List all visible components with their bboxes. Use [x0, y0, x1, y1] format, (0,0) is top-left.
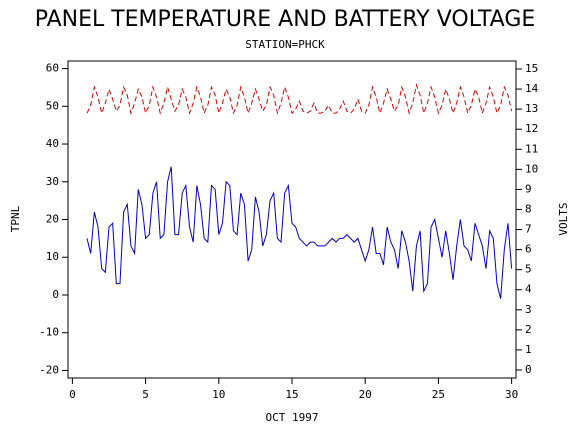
- series-line: [86, 166, 513, 299]
- y-tick-label: 30: [46, 175, 59, 188]
- y2-tick-label: 13: [525, 102, 538, 115]
- y2-tick-label: 10: [525, 162, 538, 175]
- x-tick-label: 0: [69, 388, 76, 401]
- y-tick-label: 50: [46, 99, 59, 112]
- y-tick-label: 10: [46, 250, 59, 263]
- y2-tick-label: 4: [525, 283, 532, 296]
- y2-axis-label: VOLTS: [557, 202, 570, 235]
- y2-tick-label: 9: [525, 182, 532, 195]
- chart-subtitle: STATION=PHCK: [245, 38, 325, 51]
- x-tick-label: 15: [285, 388, 298, 401]
- y-tick-label: 0: [52, 288, 59, 301]
- y2-tick-label: 14: [525, 82, 539, 95]
- x-tick-label: 30: [505, 388, 518, 401]
- x-tick-label: 25: [432, 388, 445, 401]
- y-tick-label: 60: [46, 62, 59, 75]
- x-tick-label: 10: [212, 388, 225, 401]
- y2-tick-label: 12: [525, 122, 538, 135]
- x-tick-label: 5: [142, 388, 149, 401]
- y2-tick-label: 8: [525, 202, 532, 215]
- y2-tick-label: 0: [525, 363, 532, 376]
- y-axis-label: TPNL: [9, 205, 22, 232]
- y2-tick-label: 7: [525, 223, 532, 236]
- y2-tick-label: 5: [525, 263, 532, 276]
- x-tick-label: 20: [359, 388, 372, 401]
- y-tick-label: 40: [46, 137, 59, 150]
- y2-tick-label: 2: [525, 323, 532, 336]
- y2-tick-label: 3: [525, 303, 532, 316]
- y2-tick-label: 6: [525, 243, 532, 256]
- y-tick-label: 20: [46, 213, 59, 226]
- y2-tick-label: 15: [525, 62, 538, 75]
- chart-title: PANEL TEMPERATURE AND BATTERY VOLTAGE: [35, 7, 536, 32]
- y2-tick-label: 1: [525, 343, 532, 356]
- series-line: [86, 83, 513, 115]
- y2-tick-label: 11: [525, 142, 538, 155]
- y-tick-label: -20: [39, 363, 59, 376]
- y-tick-label: -10: [39, 326, 59, 339]
- x-axis-label: OCT 1997: [266, 411, 319, 424]
